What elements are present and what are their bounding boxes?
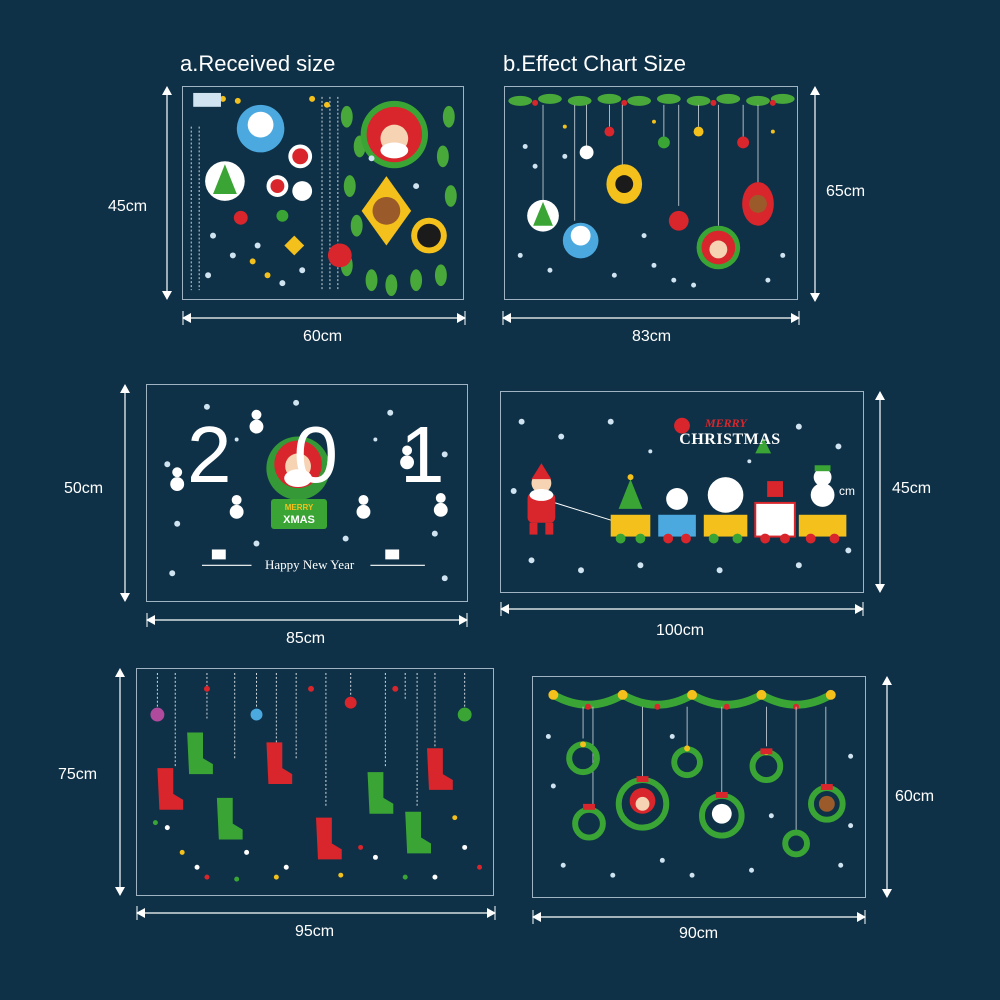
happy-new-year-illustration (164, 399, 448, 582)
p1-height-arrow (160, 86, 174, 300)
p3-width-label: 85cm (286, 630, 326, 647)
p6-height-arrow (880, 676, 894, 898)
p1-height-label: 45cm (108, 198, 148, 215)
p6-width-label: 90cm (679, 925, 719, 942)
header-effect-chart-size: b.Effect Chart Size (503, 51, 687, 76)
happy-new-year-caption: Happy New Year (265, 557, 355, 572)
panel-hanging-stockings (136, 668, 494, 896)
merry-xmas-banner: MERRY XMAS (271, 499, 327, 529)
banner-bottom-text: XMAS (283, 514, 315, 526)
hanging-ornaments-illustration (508, 93, 795, 288)
hanging-stockings-illustration (150, 672, 483, 882)
p2-width-label: 83cm (632, 328, 672, 345)
p3-width-arrow (146, 613, 468, 627)
p2-width-arrow (502, 311, 800, 325)
header-received-size: a.Received size (180, 51, 336, 76)
sticker-sheet-illustration (190, 92, 457, 297)
p4-height-label: 45cm (892, 480, 932, 497)
stray-cm-label: cm (839, 484, 855, 498)
year-digit-2-one: 2019 (187, 410, 467, 499)
panel-effect-hanging-ornaments (504, 86, 798, 300)
p5-width-label: 95cm (295, 923, 335, 940)
p4-height-arrow (873, 391, 887, 593)
p6-width-arrow (532, 910, 866, 924)
p6-height-label: 60cm (895, 788, 935, 805)
p3-height-arrow (118, 384, 132, 602)
p4-width-arrow (500, 602, 864, 616)
merry-text: MERRY (705, 416, 747, 430)
panel-received-sticker-sheet (182, 86, 464, 300)
p2-height-arrow (808, 86, 822, 302)
p2-height-label: 65cm (826, 183, 866, 200)
banner-top-text: MERRY (284, 503, 314, 512)
p4-width-label: 100cm (656, 622, 705, 639)
p1-width-label: 60cm (303, 328, 343, 345)
p3-height-label: 50cm (64, 480, 104, 497)
p5-width-arrow (136, 906, 496, 920)
merry-christmas-title: MERRY CHRISTMAS (675, 416, 785, 449)
christmas-text: CHRISTMAS (679, 431, 781, 448)
p5-height-label: 75cm (58, 766, 98, 783)
christmas-train-illustration (510, 417, 852, 574)
panel-hanging-wreaths (532, 676, 866, 898)
panel-christmas-train: MERRY CHRISTMAS cm (500, 391, 864, 593)
p1-width-arrow (182, 311, 466, 325)
hanging-wreaths-illustration (545, 689, 854, 878)
panel-happy-new-year: 2019 MERRY XMAS Happy New Year (146, 384, 468, 602)
p5-height-arrow (113, 668, 127, 896)
